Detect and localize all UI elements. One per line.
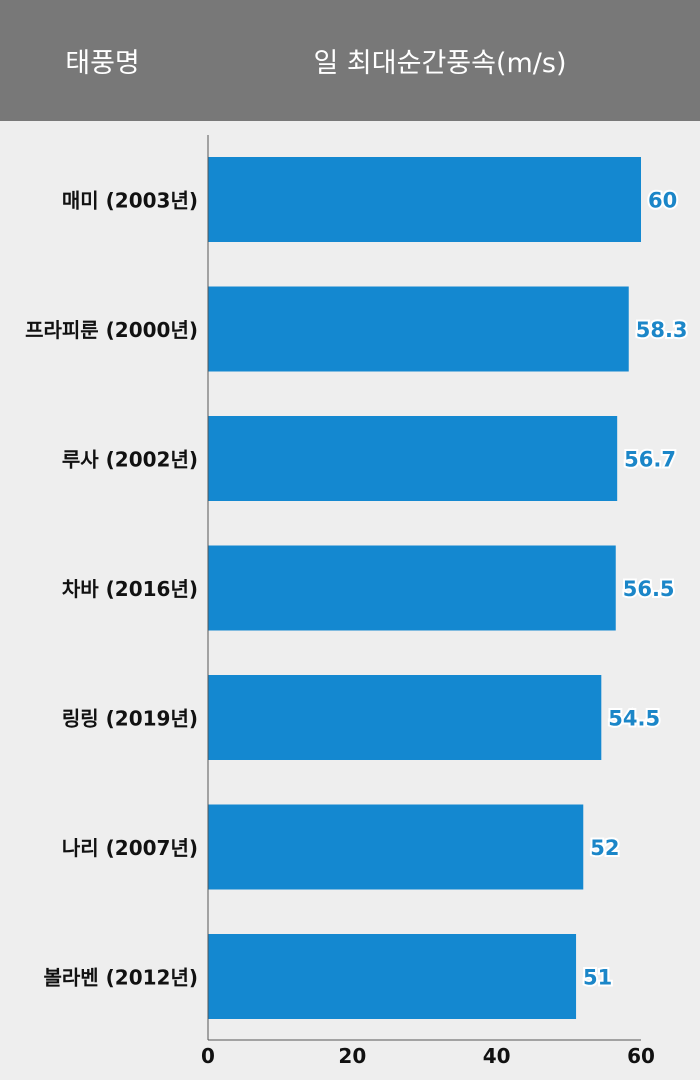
value-label: 56.7 bbox=[624, 448, 676, 472]
category-label: 볼라벤 (2012년) bbox=[43, 966, 198, 990]
value-label: 58.3 bbox=[636, 318, 688, 342]
x-tick-label: 0 bbox=[201, 1044, 215, 1068]
value-label: 56.5 bbox=[623, 577, 675, 601]
bar bbox=[208, 286, 629, 372]
bar bbox=[208, 545, 616, 631]
bar bbox=[208, 416, 618, 501]
category-label: 프라피룬 (2000년) bbox=[25, 318, 198, 342]
category-label: 매미 (2003년) bbox=[62, 189, 198, 213]
bar bbox=[208, 804, 584, 890]
bar bbox=[208, 934, 577, 1019]
x-tick-label: 60 bbox=[627, 1044, 655, 1068]
x-tick-label: 40 bbox=[483, 1044, 511, 1068]
max-wind-speed-header: 일 최대순간풍속(m/s) bbox=[313, 48, 567, 79]
value-label: 60 bbox=[648, 189, 677, 213]
typhoon-name-header: 태풍명 bbox=[65, 48, 140, 79]
category-label: 링링 (2019년) bbox=[62, 707, 198, 731]
category-label: 나리 (2007년) bbox=[62, 836, 198, 860]
bar bbox=[208, 157, 641, 242]
value-label: 51 bbox=[583, 966, 612, 990]
x-tick-label: 20 bbox=[338, 1044, 366, 1068]
category-label: 루사 (2002년) bbox=[62, 448, 198, 472]
bar bbox=[208, 675, 602, 760]
value-label: 52 bbox=[590, 836, 619, 860]
value-label: 54.5 bbox=[608, 707, 660, 731]
table-header: 태풍명 일 최대순간풍속(m/s) bbox=[0, 0, 700, 121]
category-label: 차바 (2016년) bbox=[62, 577, 198, 601]
